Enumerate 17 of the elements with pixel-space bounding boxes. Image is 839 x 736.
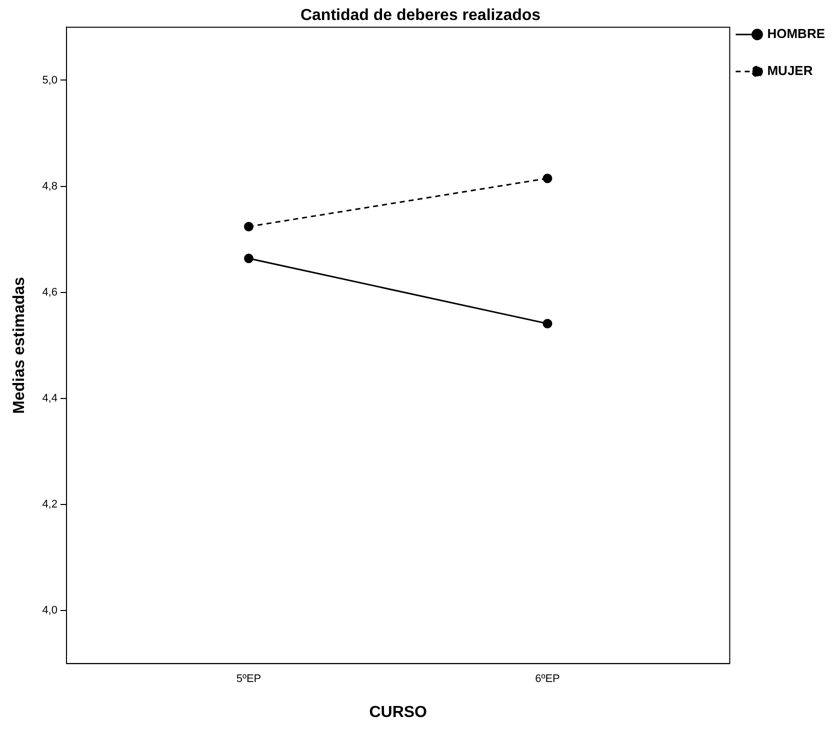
point [542, 318, 552, 328]
y-axis-title: Medias estimadas [11, 276, 28, 414]
legend-label: HOMBRE [767, 26, 826, 42]
x-tick-label: 5ºEP [236, 673, 262, 686]
legend-label: MUJER [767, 63, 814, 78]
chart-title: Cantidad de deberes realizados [300, 7, 541, 24]
x-tick-label: 6ºEP [535, 673, 560, 686]
y-tick-label: 4,0 [42, 604, 58, 617]
point [542, 174, 552, 184]
y-tick-label: 4,6 [42, 286, 58, 298]
y-tick-label: 4,8 [42, 180, 58, 192]
y-tick-label: 4,4 [42, 392, 58, 404]
point [244, 254, 254, 264]
x-axis-title: CURSO [369, 704, 427, 721]
y-tick-label: 4,2 [42, 498, 58, 511]
point [244, 222, 254, 232]
y-tick-label: 5,0 [42, 74, 58, 86]
